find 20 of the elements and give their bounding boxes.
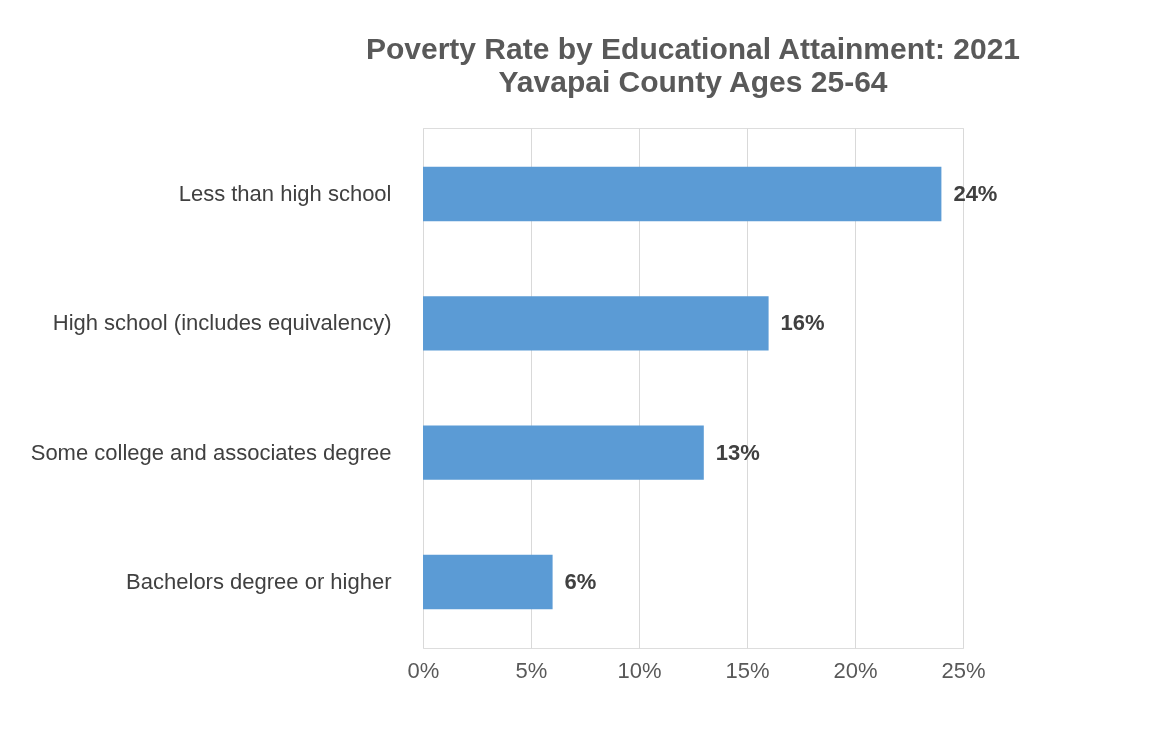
x-tick-label: 5% <box>515 657 548 683</box>
x-tick-label: 10% <box>617 657 662 683</box>
x-tick-label: 15% <box>725 657 770 683</box>
y-tick-label: Bachelors degree or higher <box>126 569 392 595</box>
bar <box>423 166 942 222</box>
y-tick-label: Less than high school <box>178 180 392 206</box>
bar <box>423 296 769 351</box>
data-label: 6% <box>564 569 597 595</box>
data-label: 16% <box>780 310 825 336</box>
x-tick-label: 20% <box>833 657 878 683</box>
x-tick-label: 25% <box>941 657 986 683</box>
data-label: 24% <box>953 180 998 206</box>
bar <box>423 425 704 480</box>
y-tick-label: Some college and associates degree <box>30 439 392 465</box>
chart-title: Poverty Rate by Educational Attainment: 2021 <box>365 32 1021 65</box>
data-label: 13% <box>715 439 760 465</box>
bar <box>423 554 553 610</box>
y-tick-label: High school (includes equivalency) <box>52 310 392 336</box>
x-tick-label: 0% <box>407 657 440 683</box>
chart-subtitle: Yavapai County Ages 25-64 <box>498 65 888 98</box>
